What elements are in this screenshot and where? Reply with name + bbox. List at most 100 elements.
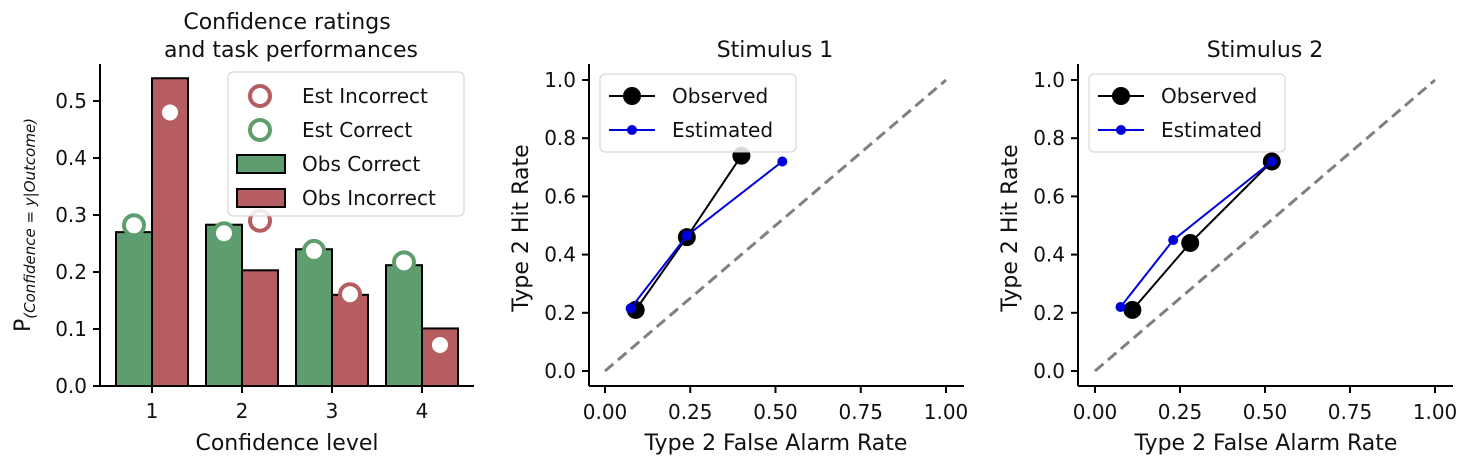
chart-title-line1: Confidence ratings xyxy=(183,10,390,35)
y-axis-label: P(Confidence = y|Outcome) xyxy=(11,118,39,332)
y-tick-label: 0.2 xyxy=(544,301,576,325)
y-tick-label: 0.0 xyxy=(1033,359,1065,383)
confidence-bar-chart: Confidence ratings and task performances… xyxy=(11,10,474,456)
bar-obs-incorrect xyxy=(331,293,369,387)
legend-swatch-estimated-marker xyxy=(627,125,637,135)
marker-est-correct xyxy=(392,250,416,275)
diagonal-line xyxy=(604,78,947,373)
legend-label-observed: Observed xyxy=(1161,84,1257,108)
y-tick-label: 0.6 xyxy=(1033,184,1065,208)
x-tick-label: 1 xyxy=(146,399,159,423)
legend-label-estimated: Estimated xyxy=(1161,118,1262,142)
legend-swatch-est-incorrect xyxy=(248,84,272,108)
x-tick-label: 2 xyxy=(236,399,249,423)
y-tick-label: 0.4 xyxy=(544,243,576,267)
legend-swatch-obs-incorrect xyxy=(236,188,286,208)
legend: Observed Estimated xyxy=(599,73,797,153)
chart-title-line2: and task performances xyxy=(164,38,418,63)
x-tick-label: 0.00 xyxy=(1073,400,1118,424)
legend-frame xyxy=(1088,73,1286,153)
y-tick-label: 0.4 xyxy=(55,146,87,170)
y-axis-label-sub: (Confidence = y|Outcome) xyxy=(21,118,39,319)
legend-swatch-observed-marker xyxy=(623,87,641,105)
marker-est-correct xyxy=(122,213,146,238)
y-tick-label: 0.1 xyxy=(55,317,87,341)
x-tick-label: 0.75 xyxy=(1328,400,1373,424)
legend: Observed Estimated xyxy=(1088,73,1286,153)
legend-label-obs-correct: Obs Correct xyxy=(302,152,420,176)
x-tick-label: 0.75 xyxy=(838,400,883,424)
legend-swatch-est-correct xyxy=(248,118,272,142)
y-axis-label: Type 2 Hit Rate xyxy=(998,144,1023,312)
marker-est-correct xyxy=(302,238,326,263)
stimulus-1-roc-chart: Stimulus 1 0.00 0.25 0.50 0.75 1.00 0.0 0.2 0.4… xyxy=(509,38,968,456)
estimated-point xyxy=(1168,235,1179,246)
legend-swatch-observed-marker xyxy=(1112,87,1130,105)
legend-label-obs-incorrect: Obs Incorrect xyxy=(302,186,436,210)
x-tick-label: 0.50 xyxy=(753,400,798,424)
axes: 0.00 0.25 0.50 0.75 1.00 0.0 0.2 0.4 0.6 0.8 1.0 xyxy=(1033,64,1457,424)
legend-label-est-incorrect: Est Incorrect xyxy=(302,84,428,108)
axes: 0.00 0.25 0.50 0.75 1.00 0.0 0.2 0.4 0.6 0.8 1.0 xyxy=(544,64,968,424)
x-tick-label: 1.00 xyxy=(924,400,969,424)
series-lines xyxy=(1115,152,1281,319)
y-tick-label: 0.2 xyxy=(55,260,87,284)
y-tick-label: 0.4 xyxy=(1033,243,1065,267)
x-tick-label: 4 xyxy=(416,399,429,423)
bar-obs-incorrect xyxy=(151,77,189,387)
x-axis-label: Type 2 False Alarm Rate xyxy=(1134,431,1398,456)
y-tick-label: 0.3 xyxy=(55,203,87,227)
y-axis-label-main: P xyxy=(11,319,36,332)
y-tick-label: 1.0 xyxy=(544,68,576,92)
legend-swatch-obs-correct xyxy=(236,154,286,174)
chart-title: Stimulus 2 xyxy=(1207,38,1324,63)
y-axis-label: Type 2 Hit Rate xyxy=(509,144,534,312)
estimated-point xyxy=(1115,301,1126,312)
estimated-point xyxy=(681,230,692,241)
stimulus-2-roc-chart: Stimulus 2 0.00 0.25 0.50 0.75 1.00 0.0 0.2 0.4… xyxy=(998,38,1457,456)
y-tick-label: 0.0 xyxy=(544,359,576,383)
estimated-point xyxy=(625,303,636,314)
x-tick-label: 0.50 xyxy=(1243,400,1288,424)
y-tick-label: 0.2 xyxy=(1033,301,1065,325)
legend: Est Incorrect Est Correct Obs Correct Ob… xyxy=(227,71,465,217)
observed-point xyxy=(1123,300,1142,319)
diagonal-reference xyxy=(1094,78,1436,373)
legend-swatch-estimated-marker xyxy=(1116,125,1126,135)
y-tick-label: 0.5 xyxy=(55,89,87,113)
observed-point xyxy=(1181,233,1200,252)
bar-obs-incorrect xyxy=(241,269,279,387)
y-tick-label: 0.8 xyxy=(1033,126,1065,150)
y-tick-label: 0.6 xyxy=(544,184,576,208)
chart-title: Stimulus 1 xyxy=(717,38,834,63)
estimated-point xyxy=(777,156,788,167)
legend-label-est-correct: Est Correct xyxy=(302,118,412,142)
marker-est-incorrect xyxy=(428,332,452,357)
bar-obs-correct xyxy=(115,231,153,387)
x-tick-label: 1.00 xyxy=(1413,400,1458,424)
x-tick-label: 3 xyxy=(326,399,339,423)
legend-frame xyxy=(227,71,465,217)
x-axis-label: Type 2 False Alarm Rate xyxy=(644,431,908,456)
legend-frame xyxy=(599,73,797,153)
marker-group xyxy=(122,100,452,357)
y-tick-label: 0.0 xyxy=(55,374,87,398)
legend-label-observed: Observed xyxy=(672,84,768,108)
axes: 1 2 3 4 0.0 0.1 0.2 0.3 0.4 0.5 xyxy=(55,64,474,423)
estimated-point xyxy=(1266,156,1277,167)
marker-est-correct xyxy=(212,221,236,246)
y-tick-label: 1.0 xyxy=(1033,68,1065,92)
diagonal-line xyxy=(1094,78,1436,373)
marker-est-incorrect xyxy=(338,282,362,307)
series-lines xyxy=(625,146,788,319)
marker-est-incorrect xyxy=(158,100,182,125)
x-tick-label: 0.25 xyxy=(1158,400,1203,424)
bar-obs-correct xyxy=(295,248,333,387)
diagonal-reference xyxy=(604,78,947,373)
x-tick-label: 0.00 xyxy=(583,400,628,424)
bar-obs-correct xyxy=(205,223,243,387)
y-tick-label: 0.8 xyxy=(544,126,576,150)
x-tick-label: 0.25 xyxy=(668,400,713,424)
bar-obs-correct xyxy=(385,264,423,388)
